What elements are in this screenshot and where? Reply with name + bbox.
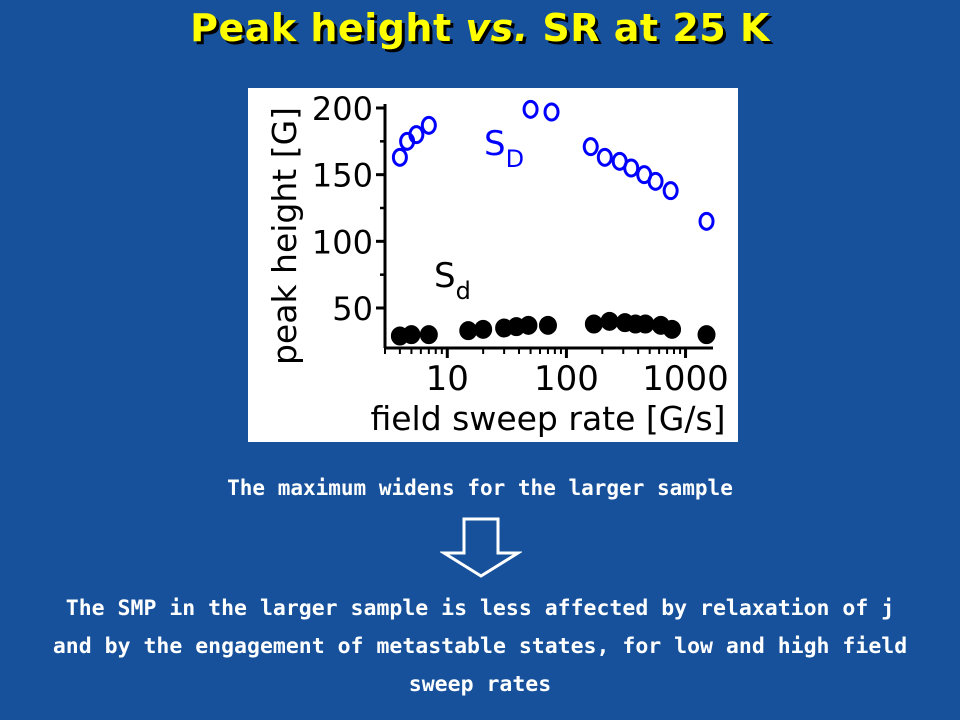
series-label-sub: D (506, 145, 524, 173)
data-point-series-1 (582, 137, 599, 157)
slide-title: Peak height vs. SR at 25 K (0, 6, 960, 50)
slide-title-post: SR at 25 K (528, 6, 770, 50)
slide-title-vs: vs. (465, 6, 529, 50)
data-point-series-2 (459, 321, 478, 341)
data-point-series-1 (420, 115, 437, 135)
series-label-main: S (484, 124, 506, 164)
data-point-series-2 (419, 325, 438, 345)
data-point-series-2 (519, 315, 538, 335)
data-point-series-2 (538, 315, 557, 335)
data-point-series-1 (662, 181, 679, 201)
series-label-1: SD (484, 124, 524, 173)
y-tick-label-150: 150 (312, 157, 373, 195)
caption-bottom: The SMP in the larger sample is less aff… (52, 596, 908, 697)
data-point-series-1 (522, 99, 539, 119)
caption-top: The maximum widens for the larger sample (227, 476, 733, 500)
data-point-series-2 (663, 319, 682, 339)
data-point-series-2 (600, 311, 619, 331)
data-point-series-1 (647, 171, 664, 191)
data-point-series-1 (698, 211, 715, 231)
y-axis-label: peak height [G] (265, 107, 304, 365)
data-point-series-1 (623, 158, 640, 178)
data-point-series-1 (408, 125, 425, 145)
data-point-series-2 (402, 325, 421, 345)
data-point-series-1 (596, 147, 613, 167)
data-point-series-2 (584, 314, 603, 334)
chart-panel: 50 100 150 200 10 100 1000 field sweep rate [G/… (248, 88, 738, 442)
data-point-series-2 (697, 325, 716, 345)
y-tick-label-100: 100 (312, 223, 373, 261)
x-axis-label: field sweep rate [G/s] (370, 399, 725, 438)
data-point-series-2 (474, 319, 493, 339)
series-label-main: S (434, 256, 456, 296)
series-label-2: Sd (434, 256, 471, 305)
x-tick-label-100: 100 (534, 359, 599, 399)
slide-title-pre: Peak height (190, 6, 466, 50)
data-point-series-1 (391, 147, 408, 167)
y-tick-label-50: 50 (332, 290, 373, 328)
series-label-sub: d (456, 277, 471, 305)
down-arrow-icon (438, 517, 524, 583)
y-tick-label-200: 200 (312, 90, 373, 128)
data-point-series-1 (543, 102, 560, 122)
x-tick-label-10: 10 (426, 359, 469, 399)
x-tick-label-1000: 1000 (642, 359, 729, 399)
data-point-series-2 (636, 314, 655, 334)
